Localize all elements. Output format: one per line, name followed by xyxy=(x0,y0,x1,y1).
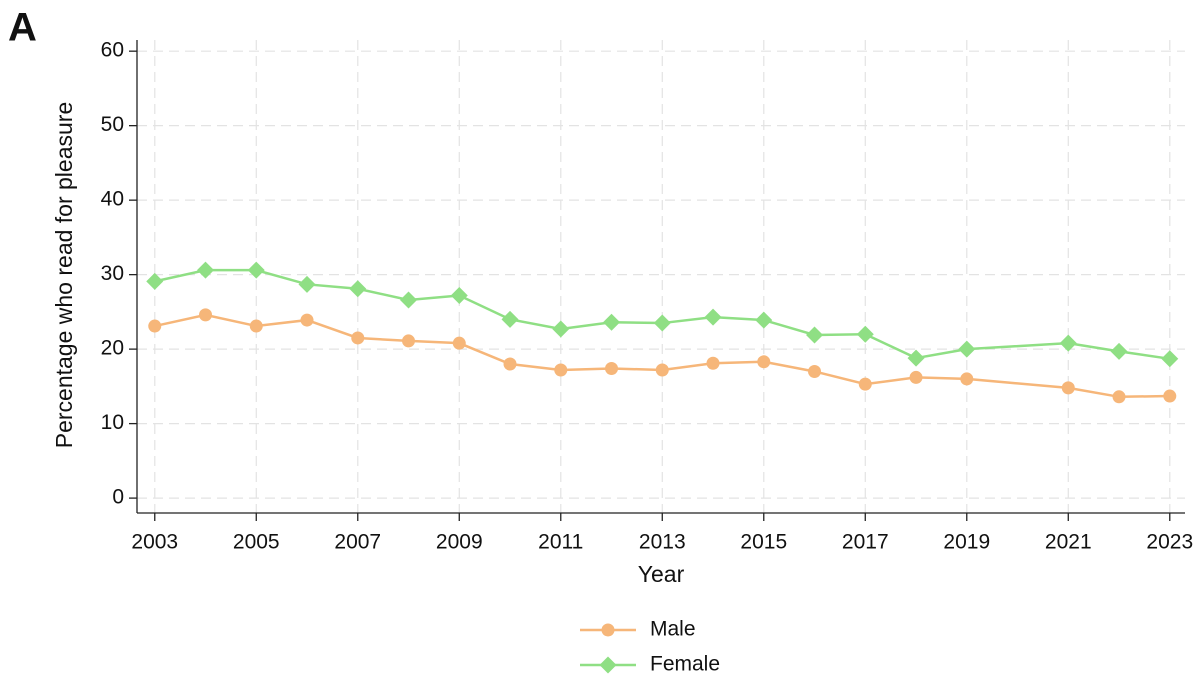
point xyxy=(755,311,773,329)
point xyxy=(603,313,621,331)
point xyxy=(247,261,265,279)
y-tick-label: 10 xyxy=(101,411,124,434)
point xyxy=(300,313,314,327)
x-tick-label: 2011 xyxy=(538,531,583,554)
point xyxy=(704,308,722,326)
point xyxy=(1161,350,1179,368)
point xyxy=(199,308,213,322)
point xyxy=(554,363,568,377)
x-tick-label: 2017 xyxy=(842,531,889,554)
point xyxy=(351,331,365,345)
point xyxy=(400,291,418,309)
point xyxy=(907,349,925,367)
point xyxy=(757,355,771,369)
x-tick-label: 2023 xyxy=(1146,531,1193,554)
x-tick-label: 2015 xyxy=(740,531,787,554)
y-tick-label: 50 xyxy=(101,113,124,136)
point xyxy=(1059,334,1077,352)
point xyxy=(958,340,976,358)
point xyxy=(197,261,215,279)
x-tick-label: 2005 xyxy=(233,531,280,554)
x-tick-label: 2007 xyxy=(334,531,381,554)
legend-label: Male xyxy=(650,618,696,641)
legend-marker xyxy=(599,656,617,674)
point xyxy=(552,320,570,338)
y-tick-label: 20 xyxy=(101,337,124,360)
point xyxy=(1061,381,1075,395)
point xyxy=(450,286,468,304)
point xyxy=(1163,389,1177,403)
point xyxy=(1110,342,1128,360)
y-tick-label: 60 xyxy=(101,39,124,62)
point xyxy=(806,326,824,344)
x-axis-title: Year xyxy=(638,561,685,587)
series-line xyxy=(154,268,1170,361)
point xyxy=(808,364,822,378)
point xyxy=(146,272,164,290)
point xyxy=(655,363,669,377)
point xyxy=(452,336,466,350)
panel-label: A xyxy=(8,6,37,50)
point xyxy=(856,325,874,343)
point xyxy=(653,314,671,332)
point xyxy=(960,372,974,386)
point xyxy=(706,356,720,370)
x-tick-label: 2013 xyxy=(639,531,686,554)
point xyxy=(503,357,517,371)
y-tick-label: 30 xyxy=(101,262,124,285)
series-line xyxy=(154,313,1170,399)
point xyxy=(298,275,316,293)
point xyxy=(909,370,923,384)
y-tick-label: 0 xyxy=(112,486,124,509)
point xyxy=(148,319,162,333)
point xyxy=(501,310,519,328)
point xyxy=(402,334,416,348)
y-axis-title: Percentage who read for pleasure xyxy=(51,102,77,449)
legend-marker xyxy=(601,623,615,637)
point xyxy=(858,377,872,391)
x-tick-label: 2019 xyxy=(943,531,990,554)
point xyxy=(349,280,367,298)
x-tick-label: 2003 xyxy=(131,531,178,554)
x-tick-label: 2021 xyxy=(1045,531,1092,554)
legend-label: Female xyxy=(650,653,720,676)
point xyxy=(605,361,619,375)
x-tick-label: 2009 xyxy=(436,531,483,554)
point xyxy=(249,319,263,333)
y-tick-label: 40 xyxy=(101,188,124,211)
point xyxy=(1112,390,1126,404)
